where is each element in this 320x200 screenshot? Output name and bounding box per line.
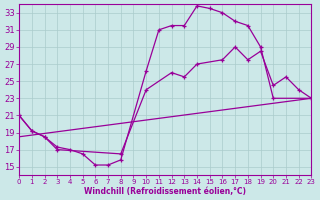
- X-axis label: Windchill (Refroidissement éolien,°C): Windchill (Refroidissement éolien,°C): [84, 187, 246, 196]
